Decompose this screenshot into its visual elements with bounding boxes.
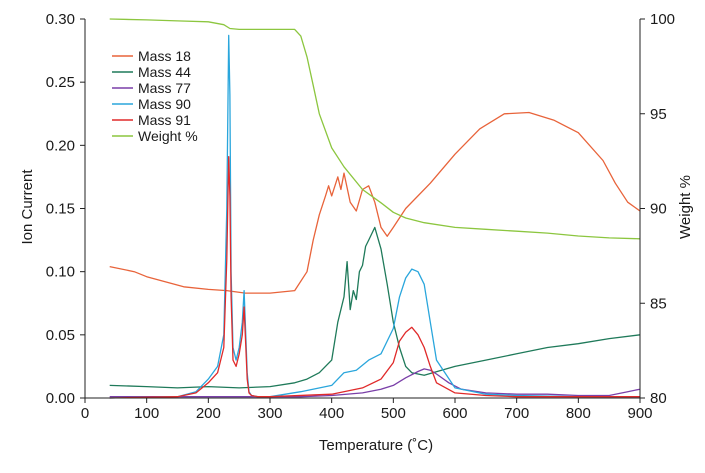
legend-label-mass-91: Mass 91 bbox=[138, 112, 191, 128]
x-tick-label: 900 bbox=[627, 405, 652, 422]
x-tick-label: 300 bbox=[257, 405, 282, 422]
legend-label-mass-44: Mass 44 bbox=[138, 64, 191, 80]
y-left-tick-label: 0.10 bbox=[46, 264, 75, 281]
y-right-tick-label: 85 bbox=[650, 295, 667, 312]
y-axis-right-title: Weight % bbox=[677, 175, 694, 239]
x-tick-label: 100 bbox=[134, 405, 159, 422]
series-line-mass-91 bbox=[109, 156, 640, 399]
x-axis-title: Temperature (˚C) bbox=[319, 437, 433, 454]
legend-label-mass-90: Mass 90 bbox=[138, 96, 191, 112]
series-line-mass-44 bbox=[109, 226, 641, 389]
legend-label-weight: Weight % bbox=[138, 128, 198, 144]
x-tick-label: 0 bbox=[81, 405, 89, 422]
ticks: 0 100 200 300 400 500 600 700 800 900 0.00 0.05 0.10… bbox=[46, 11, 675, 422]
x-tick-label: 700 bbox=[504, 405, 529, 422]
legend-label-mass-18: Mass 18 bbox=[138, 48, 191, 64]
x-tick-label: 800 bbox=[566, 405, 591, 422]
series-line-weight bbox=[109, 18, 641, 240]
x-tick-label: 200 bbox=[196, 405, 221, 422]
plot-lines bbox=[109, 18, 641, 399]
y-left-tick-label: 0.20 bbox=[46, 137, 75, 154]
series-line-mass-77 bbox=[109, 368, 641, 398]
y-left-tick-label: 0.00 bbox=[46, 390, 75, 407]
y-left-tick-label: 0.25 bbox=[46, 74, 75, 91]
y-right-tick-label: 90 bbox=[650, 201, 667, 218]
x-tick-label: 400 bbox=[319, 405, 344, 422]
x-tick-label: 500 bbox=[381, 405, 406, 422]
y-left-tick-label: 0.15 bbox=[46, 201, 75, 218]
y-right-tick-label: 80 bbox=[650, 390, 667, 407]
y-axis-left-title: Ion Current bbox=[19, 169, 36, 245]
y-right-tick-label: 100 bbox=[650, 11, 675, 28]
y-left-tick-label: 0.05 bbox=[46, 327, 75, 344]
series-line-mass-18 bbox=[109, 111, 641, 294]
legend-label-mass-77: Mass 77 bbox=[138, 80, 191, 96]
x-tick-label: 600 bbox=[442, 405, 467, 422]
y-left-tick-label: 0.30 bbox=[46, 11, 75, 28]
y-right-tick-label: 95 bbox=[650, 106, 667, 123]
